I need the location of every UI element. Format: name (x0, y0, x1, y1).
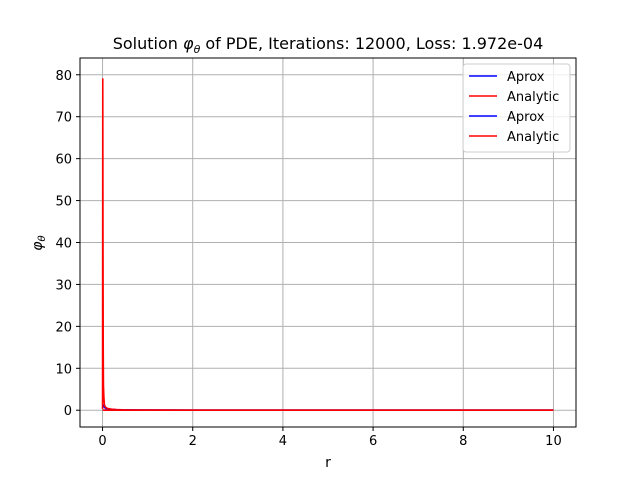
y-tick-label: 80 (55, 69, 72, 84)
legend-label: Aprox (507, 70, 545, 85)
chart-title: Solution φθ of PDE, Iterations: 12000, L… (113, 34, 544, 56)
y-tick-label: 60 (55, 153, 72, 168)
x-tick-label: 6 (369, 434, 377, 449)
y-tick-label: 40 (55, 237, 72, 252)
x-tick-label: 4 (279, 434, 287, 449)
legend: Aprox Analytic Aprox Analytic (462, 63, 571, 153)
y-tick-label: 50 (55, 195, 72, 210)
grid-lines (80, 58, 576, 427)
y-tick-label: 10 (55, 362, 72, 377)
plot-series (101, 78, 554, 412)
legend-label: Analytic (507, 130, 559, 145)
y-tick-label: 30 (55, 278, 72, 293)
x-axis-ticks: 0 2 4 6 8 10 (98, 427, 562, 449)
legend-box (462, 63, 571, 153)
x-tick-label: 8 (459, 434, 467, 449)
legend-label: Aprox (507, 110, 545, 125)
y-axis-ticks: 0 10 20 30 40 50 60 70 80 (55, 69, 80, 419)
x-tick-label: 0 (98, 434, 106, 449)
y-tick-label: 70 (55, 111, 72, 126)
x-tick-label: 2 (189, 434, 197, 449)
y-tick-label: 20 (55, 320, 72, 335)
legend-label: Analytic (507, 90, 559, 105)
y-axis-label: φθ (30, 235, 48, 250)
x-tick-label: 10 (545, 434, 562, 449)
y-tick-label: 0 (64, 404, 72, 419)
x-axis-label: r (325, 455, 331, 471)
